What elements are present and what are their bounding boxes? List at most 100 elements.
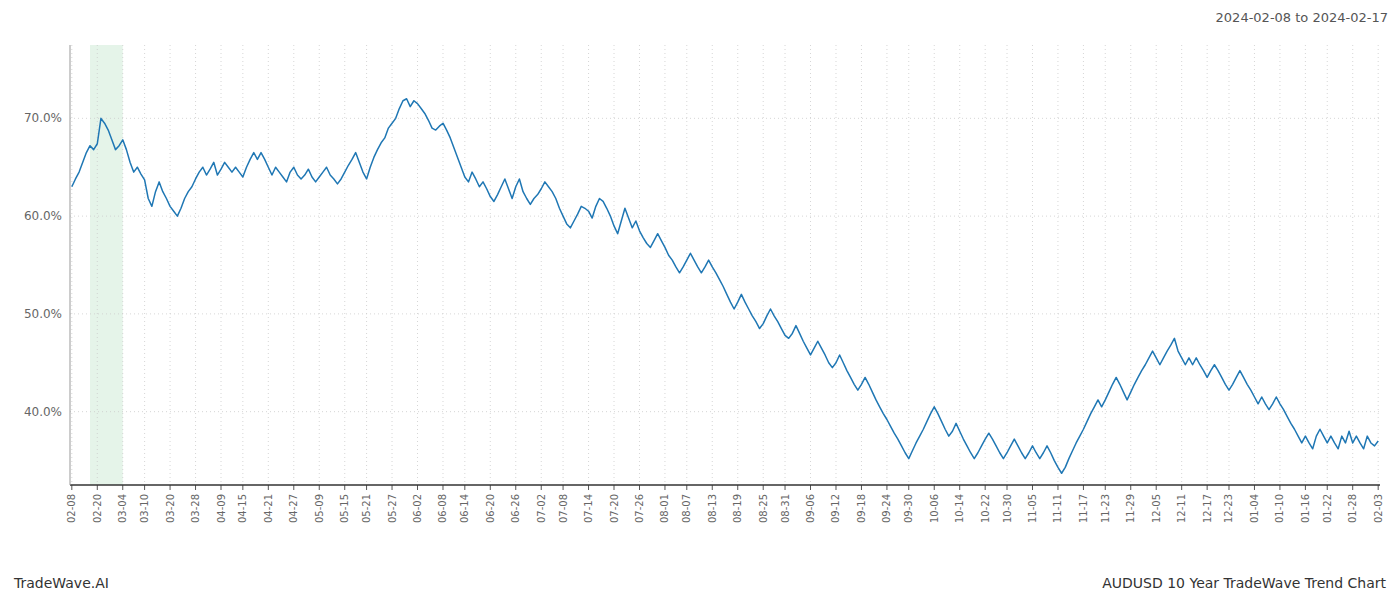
- x-tick-label: 08-25: [758, 494, 769, 523]
- y-tick-label: 70.0%: [24, 111, 62, 125]
- x-grid-line: [1032, 45, 1033, 485]
- x-tick-label: 04-15: [237, 494, 248, 523]
- x-grid-line: [344, 45, 345, 485]
- y-tick-label: 40.0%: [24, 405, 62, 419]
- x-tick-label: 12-23: [1223, 494, 1234, 523]
- y-axis-line: [70, 45, 71, 485]
- x-grid-line: [541, 45, 542, 485]
- x-grid-line: [810, 45, 811, 485]
- y-grid-line: [70, 216, 1380, 217]
- series-group: [72, 99, 1378, 473]
- x-tick-label: 03-20: [165, 494, 176, 523]
- title: 2024-02-08 to 2024-02-17: [1216, 10, 1388, 25]
- x-tick-label: 06-20: [485, 494, 496, 523]
- y-grid-line: [70, 411, 1380, 412]
- x-tick-label: 12-11: [1176, 494, 1187, 523]
- x-tick-label: 06-02: [412, 494, 423, 523]
- x-tick-label: 08-13: [707, 494, 718, 523]
- x-tick-label: 11-17: [1078, 494, 1089, 523]
- x-tick-label: 02-20: [92, 494, 103, 523]
- x-tick-label: 12-17: [1202, 494, 1213, 523]
- x-tick-label: 02-08: [66, 494, 77, 523]
- x-grid-line: [221, 45, 222, 485]
- x-tick-label: 10-22: [980, 494, 991, 523]
- x-grid-line: [1105, 45, 1106, 485]
- x-grid-line: [1378, 45, 1379, 485]
- x-grid-line: [639, 45, 640, 485]
- x-grid-line: [1007, 45, 1008, 485]
- x-grid-line: [1181, 45, 1182, 485]
- x-grid-line: [563, 45, 564, 485]
- x-grid-line: [242, 45, 243, 485]
- background: [0, 0, 1400, 600]
- x-grid-line: [763, 45, 764, 485]
- series-line: [72, 99, 1378, 473]
- x-grid-line: [908, 45, 909, 485]
- x-tick-label: 06-08: [437, 494, 448, 523]
- x-tick-label: 07-02: [536, 494, 547, 523]
- x-tick-label: 05-09: [314, 494, 325, 523]
- x-grid-line: [1279, 45, 1280, 485]
- x-grid-line: [366, 45, 367, 485]
- x-tick-label: 05-27: [387, 494, 398, 523]
- x-tick-label: 05-21: [361, 494, 372, 523]
- x-tick-label: 01-22: [1322, 494, 1333, 523]
- x-tick-label: 01-10: [1274, 494, 1285, 523]
- x-tick-label: 08-07: [681, 494, 692, 523]
- x-tick-label: 11-11: [1052, 494, 1063, 523]
- x-tick-label: 01-28: [1347, 494, 1358, 523]
- x-tick-label: 07-26: [634, 494, 645, 523]
- chart: 40.0% 50.0% 60.0% 70.0% 02-08 02-20 03-04 03-10…: [0, 0, 1400, 600]
- x-tick-label: 10-14: [954, 494, 965, 523]
- x-grid-line: [97, 45, 98, 485]
- footer-left: TradeWave.AI: [13, 575, 109, 591]
- x-grid-line: [959, 45, 960, 485]
- x-tick-label: 06-14: [459, 494, 470, 523]
- highlight-group: [90, 45, 123, 485]
- x-tick-label: 11-29: [1125, 494, 1136, 523]
- x-tick-label: 01-16: [1300, 494, 1311, 523]
- x-grid-line: [664, 45, 665, 485]
- x-grid-line: [1083, 45, 1084, 485]
- x-tick-label: 08-31: [780, 494, 791, 523]
- x-tick-label: 09-30: [903, 494, 914, 523]
- x-axis-line: [70, 484, 1380, 486]
- x-tick-label: 09-18: [856, 494, 867, 523]
- x-tick-label: 03-28: [190, 494, 201, 523]
- x-tick-label: 08-01: [659, 494, 670, 523]
- x-tick-label: 03-10: [139, 494, 150, 523]
- x-grid-line: [122, 45, 123, 485]
- x-grid-line: [785, 45, 786, 485]
- x-tick-label: 04-21: [263, 494, 274, 523]
- y-tick-label: 50.0%: [24, 307, 62, 321]
- x-grid-line: [588, 45, 589, 485]
- y-tick-label: 60.0%: [24, 209, 62, 223]
- x-grid-line: [614, 45, 615, 485]
- x-grid-line: [737, 45, 738, 485]
- footer-right: AUDUSD 10 Year TradeWave Trend Chart: [1102, 575, 1386, 591]
- x-grid-line: [985, 45, 986, 485]
- y-grid-line: [70, 118, 1380, 119]
- x-grid-line: [392, 45, 393, 485]
- x-grid-line: [268, 45, 269, 485]
- x-grid-line: [934, 45, 935, 485]
- x-tick-label: 11-23: [1100, 494, 1111, 523]
- x-grid-line: [1352, 45, 1353, 485]
- x-grid-line: [1305, 45, 1306, 485]
- x-grid-line: [686, 45, 687, 485]
- x-tick-label: 03-04: [117, 494, 128, 523]
- x-tick-label: 07-08: [558, 494, 569, 523]
- x-grid-line: [1130, 45, 1131, 485]
- highlight-band: [90, 45, 123, 485]
- x-grid-line: [170, 45, 171, 485]
- x-tick-label: 05-15: [339, 494, 350, 523]
- x-grid-line: [515, 45, 516, 485]
- x-grid-line: [144, 45, 145, 485]
- y-grid-line: [70, 313, 1380, 314]
- x-grid-line: [1207, 45, 1208, 485]
- x-tick-label: 09-12: [830, 494, 841, 523]
- grid: [70, 45, 1380, 485]
- x-grid-line: [490, 45, 491, 485]
- x-grid-line: [1327, 45, 1328, 485]
- x-tick-label: 04-09: [216, 494, 227, 523]
